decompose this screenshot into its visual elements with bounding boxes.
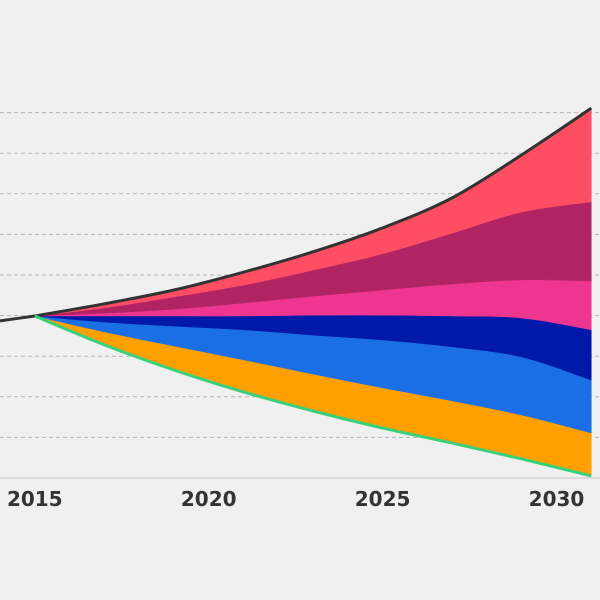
x-tick-label: 2030 [529, 487, 585, 511]
lower-line [34, 314, 592, 478]
x-tick-label: 2015 [7, 487, 63, 511]
x-tick-label: 2020 [181, 487, 237, 511]
upper-line [34, 106, 593, 318]
x-tick-label: 2025 [355, 487, 411, 511]
history-line [0, 314, 35, 323]
